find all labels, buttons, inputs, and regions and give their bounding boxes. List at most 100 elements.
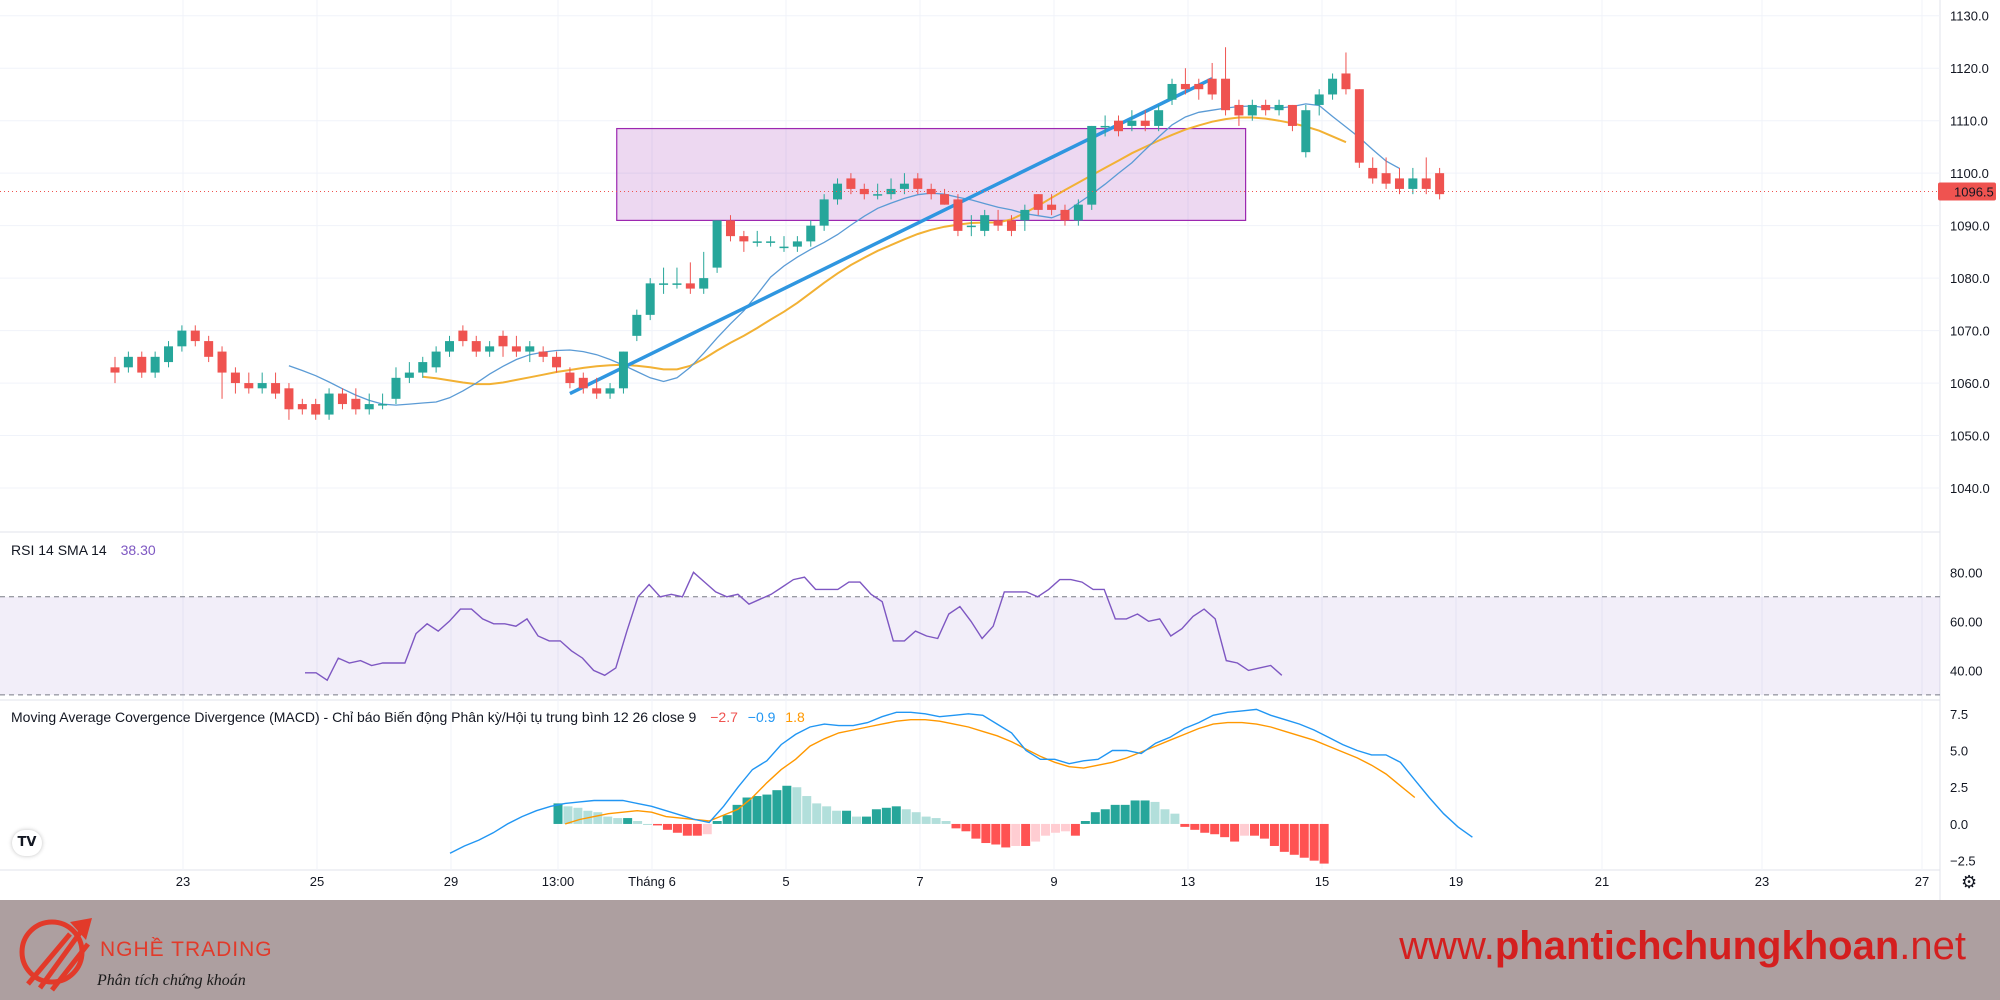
time-tick-label: 9 — [1050, 874, 1057, 889]
candle-body — [833, 183, 843, 200]
website-url[interactable]: www.phantichchungkhoan.net — [1399, 924, 1966, 969]
candle-body — [538, 351, 548, 357]
candle-body — [1073, 204, 1083, 221]
candle — [217, 346, 227, 399]
candle-body — [1140, 120, 1150, 126]
candle-body — [244, 383, 254, 389]
candle-body — [1033, 194, 1043, 210]
candle-body — [578, 377, 588, 389]
candle-body — [351, 398, 361, 410]
candle — [364, 393, 374, 415]
macd-histogram-bar — [1309, 823, 1319, 861]
footer-banner: NGHỀ TRADING Phân tích chứng khoán www.p… — [0, 900, 2000, 1000]
gear-icon[interactable]: ⚙ — [1961, 872, 1978, 893]
macd-histogram-bar — [822, 806, 832, 824]
macd-line — [449, 708, 1473, 854]
candle — [1314, 89, 1324, 116]
candle — [1221, 47, 1231, 116]
rsi-band-fill — [0, 596, 1940, 695]
price-axis: 1130.0 1120.0 1110.0 1100.0 1090.0 1080.0 1070… — [1950, 9, 1990, 496]
candle-body — [1274, 104, 1284, 111]
candle-body — [1060, 209, 1070, 221]
candle — [311, 398, 321, 420]
tradingview-logo-icon[interactable]: TV — [12, 830, 42, 856]
candle-body — [752, 241, 762, 243]
time-tick-label: 29 — [444, 874, 458, 889]
macd-tick-label: 0.0 — [1950, 817, 1968, 832]
macd-histogram-bar — [1090, 812, 1100, 824]
candle — [913, 173, 923, 195]
macd-histogram-bar — [901, 809, 911, 824]
candle-body — [1394, 178, 1404, 189]
candle — [725, 215, 735, 242]
macd-histogram-bar — [1080, 821, 1090, 824]
logo-title: NGHỀ TRADING — [100, 938, 273, 961]
candle-body — [177, 330, 187, 347]
candle — [1301, 104, 1311, 158]
candle — [685, 262, 695, 294]
candle — [1073, 199, 1083, 226]
candle-body — [966, 225, 976, 228]
candle — [699, 251, 709, 294]
candle — [1167, 78, 1177, 105]
candle-body — [552, 356, 562, 368]
candle — [458, 325, 468, 347]
macd-histogram-bar — [812, 803, 822, 824]
macd-histogram-bar — [772, 790, 782, 824]
macd-histogram-bar — [861, 816, 871, 824]
time-tick-label: 7 — [916, 874, 923, 889]
macd-tick-label: 2.5 — [1950, 780, 1968, 795]
macd-histogram-bar — [1001, 823, 1011, 848]
candle — [1154, 104, 1164, 132]
rsi-value: 38.30 — [121, 542, 156, 558]
candle-body — [712, 220, 722, 268]
candle-body — [685, 283, 695, 289]
price-tick-label: 1120.0 — [1950, 61, 1989, 76]
candle — [297, 398, 307, 415]
macd-histogram-bar — [672, 823, 682, 833]
candle-body — [993, 220, 1003, 226]
candle-body — [1247, 104, 1257, 116]
candle-body — [1314, 94, 1324, 105]
candle — [886, 178, 896, 200]
macd-histogram-bar — [792, 787, 802, 824]
macd-histogram-bar — [643, 823, 653, 825]
macd-histogram-bar — [1210, 823, 1220, 835]
macd-histogram-bar — [732, 804, 742, 824]
candle — [993, 209, 1003, 231]
macd-histogram-bar — [653, 823, 662, 826]
candle — [1060, 204, 1070, 226]
macd-histogram-bar — [832, 810, 842, 824]
price-tick-label: 1100.0 — [1950, 166, 1989, 181]
candle — [739, 230, 749, 252]
macd-histogram-bar — [871, 809, 881, 824]
candle — [244, 372, 254, 394]
candle-body — [632, 314, 642, 336]
candle-body — [1328, 78, 1338, 95]
price-grid — [0, 0, 1941, 900]
candle — [873, 183, 883, 200]
macd-histogram-bar — [762, 794, 772, 824]
macd-histogram-bar — [1170, 813, 1180, 824]
candle — [1006, 215, 1016, 237]
time-tick-label: Tháng 6 — [628, 874, 676, 889]
candle-body — [1408, 178, 1418, 189]
candle-body — [271, 383, 281, 394]
candle — [1421, 157, 1431, 195]
macd-histogram-bar — [941, 821, 951, 824]
candles — [110, 47, 1445, 420]
candle-body — [1368, 167, 1378, 179]
rsi-tick-label: 40.00 — [1950, 663, 1983, 678]
candle — [1047, 194, 1057, 216]
macd-histogram-bar — [1319, 823, 1329, 864]
candle — [351, 388, 361, 415]
macd-histogram-bar — [593, 812, 603, 824]
candle-body — [418, 362, 428, 373]
time-tick-label: 27 — [1915, 874, 1929, 889]
candle — [538, 346, 548, 363]
candle — [123, 351, 133, 373]
macd-histogram-bar — [742, 797, 752, 824]
candle — [672, 267, 682, 289]
rsi-line — [305, 571, 1283, 682]
